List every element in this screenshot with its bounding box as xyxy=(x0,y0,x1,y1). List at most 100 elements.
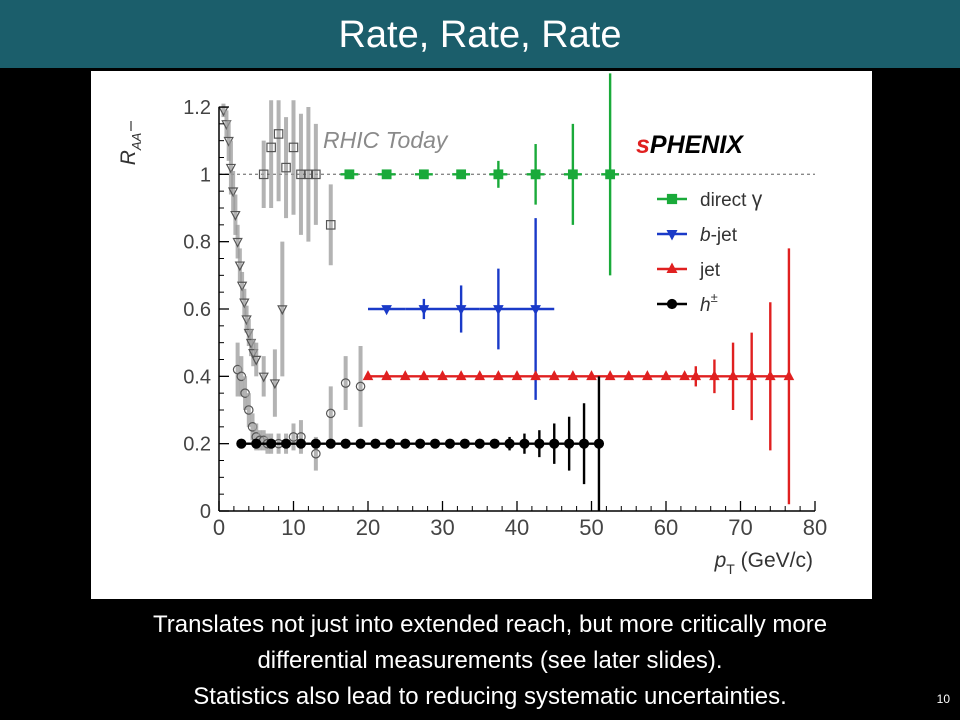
data-point xyxy=(474,370,486,381)
data-point xyxy=(474,438,485,449)
caption-line-2: differential measurements (see later sli… xyxy=(257,647,723,674)
data-point xyxy=(418,370,430,381)
rhic-today-data xyxy=(218,100,366,471)
data-point xyxy=(783,370,795,381)
data-point xyxy=(310,438,321,449)
data-point xyxy=(295,438,307,449)
x-tick-label: 80 xyxy=(803,515,827,540)
y-axis-label: RAA xyxy=(117,133,144,166)
data-point xyxy=(455,305,467,316)
data-point xyxy=(456,169,467,180)
title-bar xyxy=(0,0,960,68)
data-point xyxy=(530,370,541,381)
data-point xyxy=(418,169,429,180)
x-tick-label: 40 xyxy=(505,515,529,540)
sphenix-label: sPHENIX xyxy=(636,131,744,159)
data-point xyxy=(604,370,616,381)
data-point xyxy=(519,438,530,449)
data-point xyxy=(355,438,366,449)
raa-chart: 0 10 20 30 40 50 60 70 80 0 0.2 0.4 0.6 0.8 1 1.2 RHIC … xyxy=(117,73,827,577)
rhic-point xyxy=(288,432,299,442)
rhic-point xyxy=(288,142,299,153)
data-point xyxy=(437,370,448,381)
rhic-point xyxy=(236,281,248,292)
x-tick-label: 70 xyxy=(728,515,752,540)
rhic-point xyxy=(273,129,284,139)
axes: 0 10 20 30 40 50 60 70 80 0 0.2 0.4 0.6 0.8 1 1.2 xyxy=(183,97,827,540)
x-axis-label: pT (GeV/c) xyxy=(714,549,813,577)
data-point xyxy=(381,169,392,180)
legend-label: b-jet xyxy=(700,225,738,246)
rhic-point xyxy=(277,305,288,316)
data-point xyxy=(765,370,776,381)
legend-marker xyxy=(666,193,678,205)
rhic-point xyxy=(230,210,241,221)
slide-number: 10 xyxy=(936,692,950,706)
rhic-point xyxy=(251,355,262,366)
y-tick-label: 1 xyxy=(200,164,211,186)
legend-label: h± xyxy=(700,290,718,316)
data-point xyxy=(586,370,597,381)
data-point xyxy=(400,438,411,449)
data-point xyxy=(399,370,411,381)
data-point xyxy=(493,305,504,316)
data-point xyxy=(593,438,605,449)
data-point xyxy=(660,370,672,381)
data-point xyxy=(381,370,392,381)
axis-labels: pT (GeV/c) RAA xyxy=(117,121,813,577)
rhic-point xyxy=(269,379,281,390)
rhic-point xyxy=(281,162,291,173)
data-point xyxy=(489,438,500,449)
rhic-point xyxy=(234,261,246,272)
rhic-point xyxy=(303,169,314,180)
rhic-point xyxy=(244,405,254,415)
data-point xyxy=(530,305,541,316)
data-point xyxy=(511,370,523,381)
rhic-point xyxy=(355,381,366,392)
x-tick-label: 10 xyxy=(281,515,305,540)
rhic-point xyxy=(311,448,321,459)
x-tick-label: 30 xyxy=(430,515,454,540)
data-point xyxy=(493,169,504,180)
legend-marker xyxy=(666,298,678,310)
data-point xyxy=(415,438,426,449)
data-point xyxy=(418,305,430,316)
data-point xyxy=(455,370,467,381)
data-point xyxy=(444,438,456,449)
caption-line-3: Statistics also lead to reducing systema… xyxy=(193,683,787,710)
rhic-point xyxy=(340,378,351,388)
data-point xyxy=(623,370,635,381)
data-point xyxy=(690,370,702,381)
rhic-point xyxy=(311,169,321,180)
data-point xyxy=(370,438,381,449)
caption: Translates not just into extended reach,… xyxy=(40,607,940,715)
legend-label: direct γ xyxy=(700,188,763,211)
data-point xyxy=(709,370,720,381)
y-tick-label: 0 xyxy=(200,501,211,523)
caption-line-1: Translates not just into extended reach,… xyxy=(152,611,828,638)
data-point xyxy=(504,438,515,449)
y-tick-label: 0.6 xyxy=(183,299,211,321)
rhic-point xyxy=(232,237,243,248)
data-point xyxy=(325,438,336,449)
rhic-point xyxy=(325,220,336,230)
data-point xyxy=(534,438,545,449)
y-tick-label: 0.8 xyxy=(183,232,211,254)
data-point xyxy=(266,438,277,449)
data-point xyxy=(567,370,579,381)
data-point xyxy=(567,169,578,180)
data-point xyxy=(429,438,441,449)
rhic-point xyxy=(258,169,269,180)
rhic-point xyxy=(239,298,250,309)
data-point xyxy=(493,370,504,381)
data-point xyxy=(459,438,470,449)
rhic-point xyxy=(227,187,239,198)
data-point xyxy=(344,169,355,180)
data-point xyxy=(642,370,653,381)
x-tick-label: 20 xyxy=(356,515,380,540)
y-tick-label: 1.2 xyxy=(183,97,211,119)
legend-marker xyxy=(666,262,678,273)
x-tick-label: 60 xyxy=(654,515,678,540)
data-point xyxy=(381,305,392,316)
data-point xyxy=(530,169,541,180)
